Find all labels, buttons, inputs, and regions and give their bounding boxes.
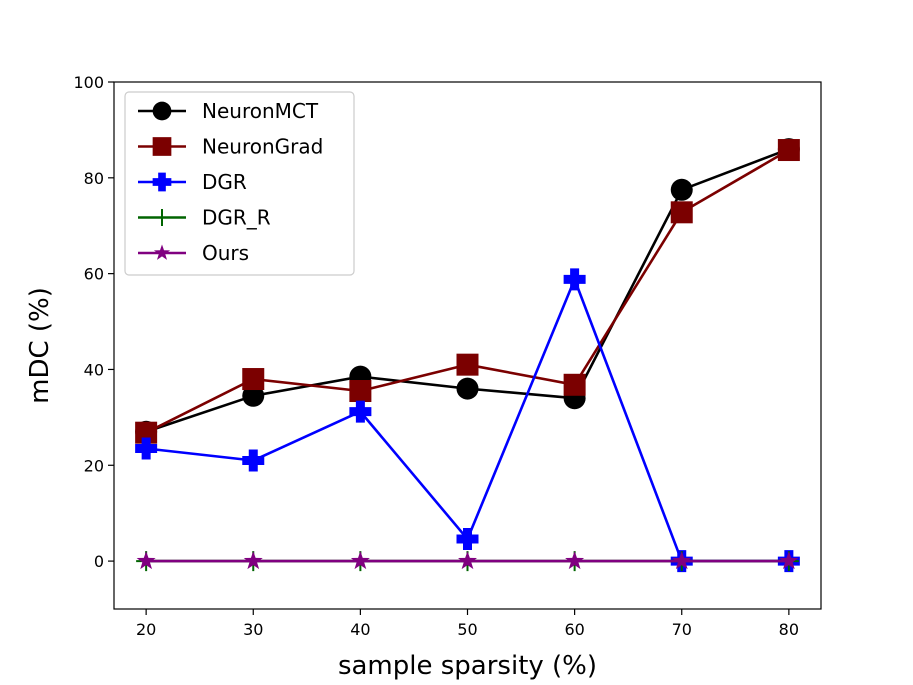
data-point-neurongrad <box>349 380 372 403</box>
x-axis-ticks: 20 30 40 50 60 70 80 <box>136 609 799 639</box>
x-tick-label: 40 <box>350 620 370 639</box>
plot-frame <box>113 81 822 610</box>
x-tick-label: 50 <box>457 620 477 639</box>
legend-marker <box>152 137 172 156</box>
data-point-neurongrad <box>670 201 693 224</box>
data-point-ours <box>350 551 370 570</box>
legend-label: Ours <box>202 241 249 265</box>
legend-marker <box>153 209 171 226</box>
data-point-neuronmct <box>670 178 693 201</box>
data-point-neurongrad <box>456 353 479 376</box>
legend-label: DGR_R <box>202 206 271 230</box>
x-tick-label: 30 <box>243 620 263 639</box>
x-tick-label: 80 <box>779 620 799 639</box>
y-tick-label: 60 <box>84 265 104 284</box>
data-point-neuronmct <box>456 377 479 400</box>
legend-marker <box>152 101 172 121</box>
y-tick-label: 40 <box>84 360 104 379</box>
x-tick-label: 60 <box>564 620 584 639</box>
legend-marker <box>153 244 171 260</box>
x-tick-label: 20 <box>136 620 156 639</box>
series-ours <box>136 551 799 570</box>
data-point-neurongrad <box>242 368 265 391</box>
y-axis-label: mDC (%) <box>25 287 55 404</box>
y-tick-label: 100 <box>73 73 104 92</box>
data-point-ours <box>136 551 156 570</box>
y-tick-label: 0 <box>94 552 104 571</box>
data-point-neurongrad <box>777 139 800 162</box>
legend-item: NeuronGrad <box>138 135 323 159</box>
data-point-ours <box>457 551 478 570</box>
legend-item: DGR_R <box>138 206 271 230</box>
y-axis-ticks: 0 20 40 60 80 100 <box>73 73 114 571</box>
legend-label: NeuronGrad <box>202 135 323 159</box>
legend-marker <box>152 172 172 192</box>
data-point-dgr <box>563 268 586 291</box>
legend: NeuronMCT NeuronGrad DGR DGR_R Ours <box>124 91 355 276</box>
data-point-dgr <box>242 449 265 472</box>
data-point-ours <box>565 551 585 570</box>
y-tick-label: 20 <box>84 456 104 475</box>
series-neurongrad <box>135 139 800 444</box>
x-axis-label: sample sparsity (%) <box>338 651 597 681</box>
y-tick-label: 80 <box>84 169 104 188</box>
data-point-ours <box>779 551 799 570</box>
data-point-ours <box>672 551 692 570</box>
series-layer <box>135 138 800 573</box>
legend-label: NeuronMCT <box>202 99 319 123</box>
legend-item: NeuronMCT <box>138 99 319 123</box>
data-point-ours <box>243 551 263 570</box>
legend-box <box>124 91 355 276</box>
data-point-dgr <box>456 528 479 551</box>
data-point-neurongrad <box>563 373 586 396</box>
data-point-dgr <box>349 400 372 423</box>
data-point-neuronmct <box>242 384 265 407</box>
x-tick-label: 70 <box>672 620 692 639</box>
data-point-neurongrad <box>135 421 158 444</box>
legend-label: DGR <box>202 170 247 194</box>
data-point-dgr <box>135 437 158 460</box>
legend-item: DGR <box>138 170 247 194</box>
legend-item: Ours <box>138 241 249 265</box>
